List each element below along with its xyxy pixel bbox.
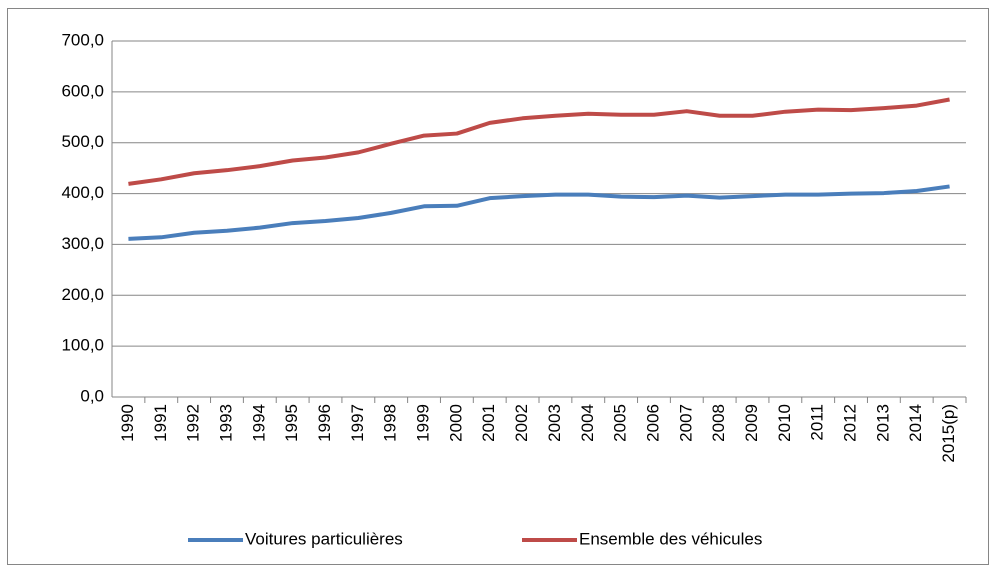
x-tick-label: 2006 [643,404,662,442]
x-tick-label: 2013 [873,404,892,442]
series-line [128,184,950,241]
legend-label: Voitures particulières [245,529,403,548]
x-tick-label: 1996 [315,404,334,442]
y-tick-label: 500,0 [61,132,104,151]
x-tick-label: 2007 [676,404,695,442]
x-tick-label: 2012 [841,404,860,442]
x-tick-label: 1998 [381,404,400,442]
x-tick-label: 2011 [808,404,827,441]
x-tick-label: 1992 [184,404,203,442]
x-tick-label: 1995 [282,404,301,442]
x-tick-label: 1999 [414,404,433,442]
x-tick-label: 1994 [249,404,268,442]
chart-border [7,8,989,565]
y-tick-label: 600,0 [61,81,104,100]
x-tick-label: 2008 [709,404,728,442]
x-tick-label: 2002 [512,404,531,442]
y-tick-label: 400,0 [61,183,104,202]
x-tick-label: 2014 [906,404,925,442]
legend-label: Ensemble des véhicules [579,529,762,548]
x-tick-label: 2005 [611,404,630,442]
y-tick-label: 0,0 [80,386,104,405]
x-tick-label: 2009 [742,404,761,442]
x-tick-label: 1997 [348,404,367,442]
x-tick-label: 2004 [578,404,597,442]
x-tick-label: 1991 [151,404,170,442]
series-line [128,97,950,186]
x-tick-label: 1990 [118,404,137,442]
x-tick-label: 2001 [479,404,498,442]
x-tick-label: 2003 [545,404,564,442]
y-tick-label: 700,0 [61,30,104,49]
y-tick-label: 200,0 [61,285,104,304]
x-tick-label: 1993 [216,404,235,442]
x-tick-label: 2010 [775,404,794,442]
x-tick-label: 2015(p) [939,404,958,463]
y-tick-label: 300,0 [61,234,104,253]
x-tick-label: 2000 [446,404,465,442]
y-tick-label: 100,0 [61,336,104,355]
